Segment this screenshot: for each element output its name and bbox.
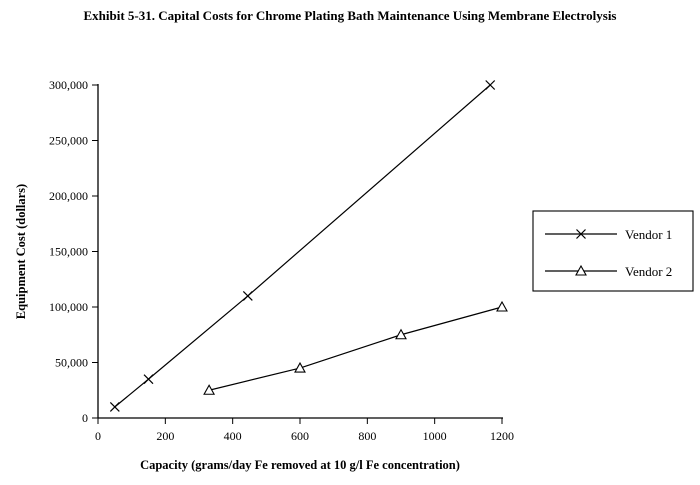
x-tick-label: 600 <box>291 429 309 443</box>
series-2-point <box>294 361 306 373</box>
series-1-point <box>242 290 253 301</box>
legend-label-1: Vendor 1 <box>625 227 672 242</box>
legend: Vendor 1 Vendor 2 <box>532 210 694 292</box>
legend-label-2: Vendor 2 <box>625 264 672 279</box>
y-tick-label: 150,000 <box>49 245 88 259</box>
series-2-point <box>203 384 216 395</box>
y-tick-label: 100,000 <box>49 300 88 314</box>
legend-box <box>532 210 694 292</box>
x-tick-label: 200 <box>156 429 174 443</box>
series-2-point <box>496 300 508 312</box>
y-tick-label: 200,000 <box>49 189 88 203</box>
x-tick-label: 0 <box>95 429 101 443</box>
axes: 0 50,000 100,000 150,000 200,000 250,000 300,0… <box>49 78 514 443</box>
series-1-point <box>485 80 496 90</box>
x-tick-label: 1200 <box>490 429 514 443</box>
x-axis-label: Capacity (grams/day Fe removed at 10 g/l… <box>140 458 460 472</box>
legend-marker-2 <box>575 264 587 276</box>
y-axis-label: Equipment Cost (dollars) <box>14 184 28 319</box>
series-2-point <box>395 328 407 340</box>
x-tick-label: 400 <box>224 429 242 443</box>
series-line-2 <box>208 306 503 391</box>
y-tick-label: 50,000 <box>55 356 88 370</box>
series-1-point <box>109 401 120 412</box>
plot-area <box>109 80 508 412</box>
y-tick-label: 300,000 <box>49 78 88 92</box>
series-line-1 <box>114 84 491 408</box>
chart-title: Exhibit 5-31. Capital Costs for Chrome P… <box>83 8 617 23</box>
x-tick-label: 800 <box>358 429 376 443</box>
x-tick-label: 1000 <box>423 429 447 443</box>
y-tick-label: 250,000 <box>49 134 88 148</box>
series-1-point <box>143 374 154 385</box>
y-tick-label: 0 <box>82 411 88 425</box>
legend-marker-1 <box>576 229 586 239</box>
